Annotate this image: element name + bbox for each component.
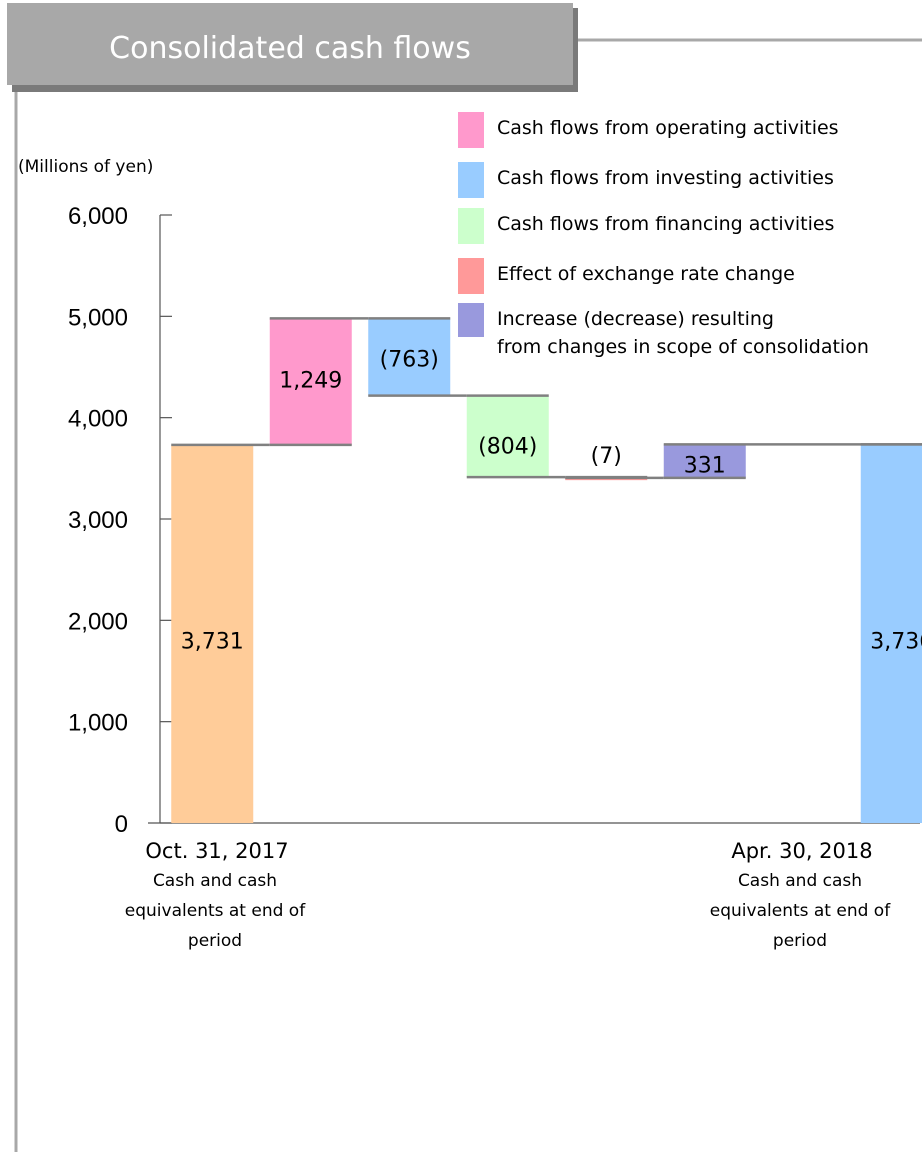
y-tick-label: 0 bbox=[115, 811, 128, 838]
x-axis-labels: Oct. 31, 2017 Cash and cash equivalents at… bbox=[125, 839, 891, 951]
x-category-label: Oct. 31, 2017 Cash and cash equivalents at… bbox=[125, 839, 306, 951]
y-tick-label: 5,000 bbox=[68, 304, 128, 331]
legend-swatch bbox=[458, 258, 484, 294]
bar-value-label: 3,736 bbox=[870, 629, 922, 654]
x-sub-label: equivalents at end of bbox=[710, 901, 891, 921]
legend-swatch bbox=[458, 208, 484, 244]
legend-label: Effect of exchange rate change bbox=[497, 263, 795, 285]
y-tick-label: 4,000 bbox=[68, 406, 128, 433]
x-sub-label: Cash and cash bbox=[738, 871, 862, 891]
bar-value-label: 1,249 bbox=[279, 368, 342, 393]
legend-swatch bbox=[458, 303, 484, 337]
legend-item: Increase (decrease) resulting from change… bbox=[458, 303, 869, 358]
title-box bbox=[7, 3, 573, 85]
legend-label: Cash flows from financing activities bbox=[497, 213, 834, 235]
bar-value-label: (7) bbox=[591, 444, 622, 469]
bar-value-label: 331 bbox=[684, 453, 726, 478]
legend-label: from changes in scope of consolidation bbox=[497, 336, 869, 358]
y-tick-label: 2,000 bbox=[68, 608, 128, 635]
x-date-label: Oct. 31, 2017 bbox=[145, 839, 288, 863]
legend-label: Increase (decrease) resulting bbox=[497, 308, 774, 330]
x-category-label: Apr. 30, 2018 Cash and cash equivalents at… bbox=[710, 839, 891, 951]
x-sub-label: equivalents at end of bbox=[125, 901, 306, 921]
waterfall-bar bbox=[860, 444, 922, 823]
bars-layer: 3,731 1,249 (763) (804) (7) 331 3,736 bbox=[171, 317, 922, 823]
legend-item: Cash flows from investing activities bbox=[458, 162, 834, 198]
legend: Cash flows from operating activities Cash… bbox=[458, 112, 869, 358]
waterfall-bar bbox=[663, 444, 746, 478]
legend-label: Cash flows from investing activities bbox=[497, 167, 834, 189]
x-date-label: Apr. 30, 2018 bbox=[731, 839, 872, 863]
legend-swatch bbox=[458, 162, 484, 198]
legend-item: Effect of exchange rate change bbox=[458, 258, 795, 294]
x-sub-label: period bbox=[188, 931, 242, 951]
legend-item: Cash flows from financing activities bbox=[458, 208, 834, 244]
x-sub-label: period bbox=[773, 931, 827, 951]
unit-label: (Millions of yen) bbox=[18, 157, 153, 177]
bar-value-label: (763) bbox=[380, 347, 439, 372]
waterfall-bar bbox=[269, 318, 352, 445]
chart-title: Consolidated cash flows bbox=[109, 31, 471, 66]
y-tick-label: 1,000 bbox=[68, 710, 128, 737]
waterfall-bar bbox=[368, 318, 451, 396]
bar-value-label: 3,731 bbox=[181, 629, 244, 654]
y-tick-label: 6,000 bbox=[68, 203, 128, 230]
legend-swatch bbox=[458, 112, 484, 148]
bar-value-label: (804) bbox=[478, 435, 537, 460]
legend-item: Cash flows from operating activities bbox=[458, 112, 839, 148]
legend-label: Cash flows from operating activities bbox=[497, 117, 839, 139]
waterfall-bar bbox=[466, 395, 549, 478]
axis-layer: 0 1,000 2,000 3,000 4,000 5,000 6,000 bbox=[68, 203, 920, 838]
x-sub-label: Cash and cash bbox=[153, 871, 277, 891]
waterfall-bar bbox=[171, 444, 254, 823]
y-tick-label: 3,000 bbox=[68, 507, 128, 534]
